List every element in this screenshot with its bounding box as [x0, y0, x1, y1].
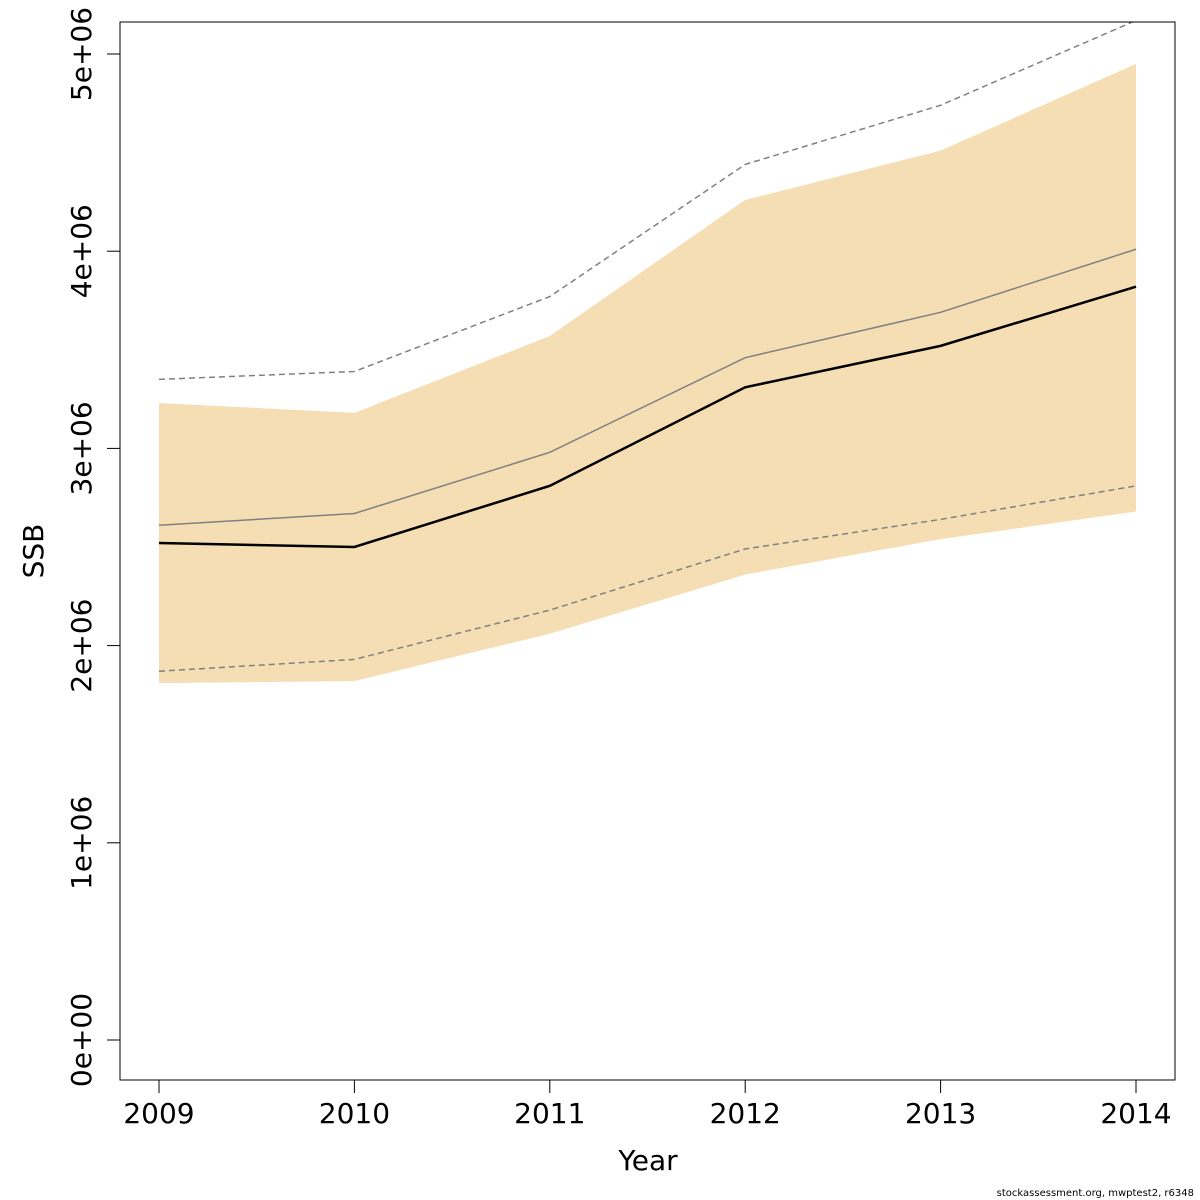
reference-estimate-line — [158, 248, 1137, 527]
confidence-band — [159, 63, 1136, 684]
x-tick-label: 2013 — [905, 1097, 976, 1130]
x-tick-label: 2011 — [514, 1097, 585, 1130]
ssb-estimate-line — [158, 285, 1137, 549]
x-tick-label: 2009 — [123, 1097, 194, 1130]
reference-upper-line — [158, 22, 1135, 381]
x-tick-label: 2014 — [1100, 1097, 1171, 1130]
y-tick-label: 0e+00 — [65, 993, 98, 1087]
y-axis: 0e+00 1e+06 2e+06 3e+06 4e+06 5e+06 — [65, 7, 121, 1087]
y-tick-label: 2e+06 — [65, 599, 98, 693]
y-tick-label: 4e+06 — [65, 204, 98, 298]
y-tick-label: 5e+06 — [65, 7, 98, 101]
y-tick-label: 1e+06 — [65, 796, 98, 890]
x-tick-label: 2010 — [319, 1097, 390, 1130]
footer-credit: stockassessment.org, mwptest2, r6348 — [997, 1188, 1194, 1199]
y-tick-label: 3e+06 — [65, 401, 98, 495]
y-axis-title: SSB — [17, 524, 50, 579]
x-tick-label: 2012 — [710, 1097, 781, 1130]
x-axis: 2009 2010 2011 2012 2013 2014 — [123, 1079, 1172, 1130]
reference-lower-line — [158, 485, 1137, 672]
x-axis-title: Year — [617, 1144, 678, 1177]
